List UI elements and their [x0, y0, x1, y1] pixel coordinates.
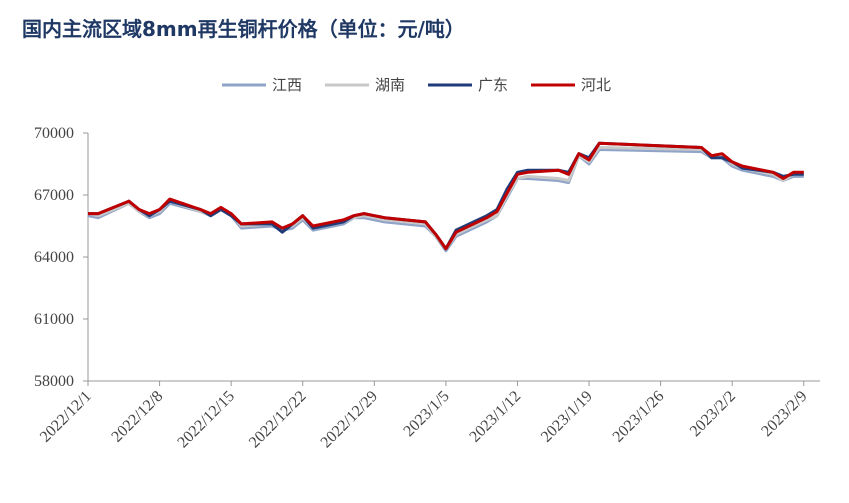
chart-title: 国内主流区域8mm再生铜杆价格（单位：元/吨）: [22, 17, 465, 41]
x-tick-label: 2023/2/2: [687, 388, 739, 440]
x-tick-label: 2022/12/1: [37, 388, 95, 446]
x-tick-label: 2022/12/8: [109, 388, 167, 446]
series-line: [88, 141, 804, 251]
x-tick-label: 2023/1/26: [610, 388, 668, 446]
x-tick-label: 2022/12/29: [318, 388, 382, 452]
x-tick-label: 2023/1/5: [400, 388, 452, 440]
y-tick-label: 64000: [34, 249, 74, 266]
legend-label: 湖南: [375, 76, 405, 94]
y-tick-label: 58000: [34, 373, 74, 390]
x-tick-label: 2023/2/9: [758, 388, 810, 440]
legend-label: 江西: [272, 76, 302, 94]
x-tick-label: 2023/1/12: [466, 388, 524, 446]
x-tick-label: 2022/12/22: [246, 388, 310, 452]
series-line: [87, 146, 804, 251]
y-tick-label: 70000: [34, 125, 74, 142]
y-tick-label: 61000: [34, 311, 74, 328]
series-line: [88, 141, 804, 251]
series-line: [87, 148, 804, 253]
y-tick-label: 67000: [34, 187, 74, 204]
legend-label: 广东: [478, 76, 508, 94]
legend-label: 河北: [581, 76, 611, 94]
x-tick-label: 2022/12/15: [174, 388, 238, 452]
x-tick-label: 2023/1/19: [538, 388, 596, 446]
